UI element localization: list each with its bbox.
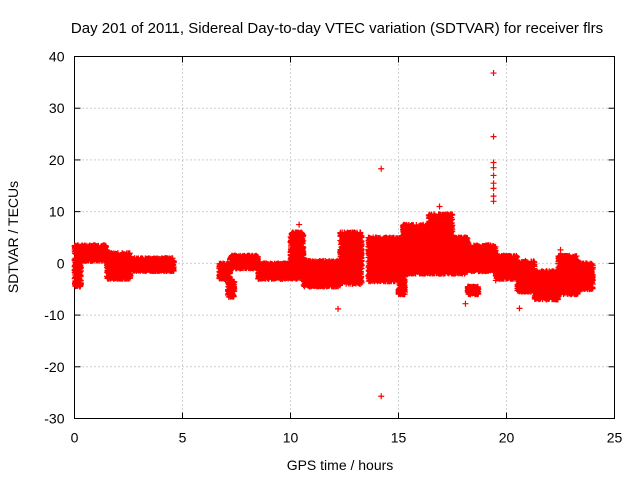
- y-tick-label: -10: [44, 307, 64, 323]
- data-point: [77, 264, 84, 271]
- data-point: [77, 281, 84, 288]
- y-tick-label: 0: [57, 255, 65, 271]
- y-tick-label: -20: [44, 359, 64, 375]
- y-tick-label: 10: [49, 204, 65, 220]
- y-tick-label: 20: [49, 152, 65, 168]
- x-tick-label: 25: [607, 430, 623, 446]
- x-tick-label: 5: [179, 430, 187, 446]
- y-tick-label: 30: [49, 100, 65, 116]
- chart-title: Day 201 of 2011, Sidereal Day-to-day VTE…: [71, 20, 603, 37]
- data-point: [77, 273, 84, 280]
- x-tick-label: 15: [391, 430, 407, 446]
- x-tick-label: 20: [499, 430, 515, 446]
- x-tick-label: 0: [71, 430, 79, 446]
- y-tick-label: -30: [44, 411, 64, 427]
- plot-frame: [74, 56, 615, 419]
- axis-ticks: 0 5 10 15 20 25 -30 -20 -10 0 10 20 30 40: [44, 49, 622, 446]
- y-tick-label: 40: [49, 49, 65, 65]
- x-tick-label: 10: [283, 430, 299, 446]
- data-points: [71, 70, 596, 400]
